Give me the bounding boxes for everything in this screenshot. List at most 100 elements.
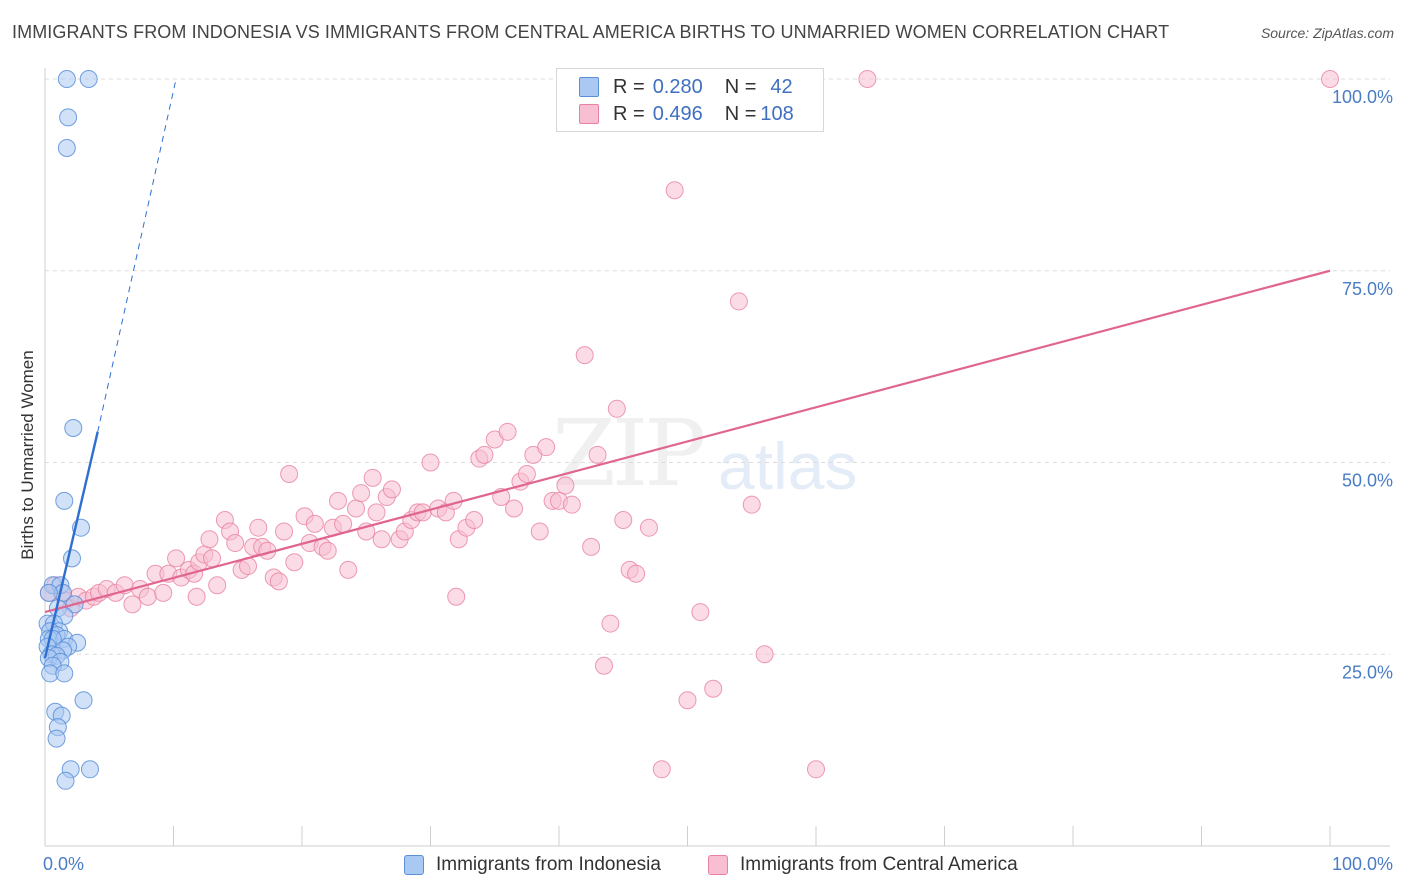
legend-n-label: N = [724,102,757,125]
central-america-point [652,760,671,779]
y-tick-label: 75.0% [1342,279,1393,299]
legend-row-indonesia: R = 0.280 N = 42 [579,74,793,100]
central-america-point [607,399,626,418]
central-america-point [562,495,581,514]
indonesia-point [59,108,78,127]
central-america-point [742,495,761,514]
central-america-point [226,534,245,553]
bottom-legend-label-indonesia: Immigrants from Indonesia [436,854,661,875]
central-america-point [367,503,386,522]
central-america-point [691,603,710,622]
central-america-point [167,549,186,568]
indonesia-trendline-extension [97,78,177,432]
central-america-point [339,560,358,579]
central-america-point [665,181,684,200]
legend-swatch-central-america [579,104,599,124]
x-tick-label: 100.0% [1332,854,1393,874]
central-america-point [269,572,288,591]
legend-r-value-central-america: 0.496 [652,102,703,125]
legend-r-value-indonesia: 0.280 [652,75,703,98]
central-america-point [203,549,222,568]
central-america-point [639,518,658,537]
indonesia-point [55,491,74,510]
central-america-point [517,465,536,484]
indonesia-point [80,760,99,779]
central-america-point [200,530,219,549]
central-america-point [318,541,337,560]
central-america-point [123,595,142,614]
central-america-point [755,645,774,664]
central-america-point [588,445,607,464]
central-america-point [363,468,382,487]
central-america-point [475,445,494,464]
indonesia-point [64,418,83,437]
watermark-zip: ZIP [552,400,706,507]
legend-r-label: R = [613,102,645,125]
central-america-point [575,346,594,365]
central-america-point [305,514,324,533]
central-america-point [285,553,304,572]
watermark-atlas: atlas [718,429,858,503]
indonesia-point [57,70,76,88]
legend-n-value-central-america: 108 [760,102,794,125]
central-america-point [594,656,613,675]
central-america-point [328,491,347,510]
central-america-point [704,679,723,698]
legend-swatch-indonesia [579,77,599,97]
central-america-point [537,438,556,457]
y-axis-title: Births to Unmarried Women [18,350,37,559]
central-america-point [465,511,484,530]
central-america-point [382,480,401,499]
bottom-legend-central-america: Immigrants from Central America [708,852,1018,878]
central-america-point [498,422,517,441]
chart-title: IMMIGRANTS FROM INDONESIA VS IMMIGRANTS … [12,22,1170,42]
bottom-legend-label-central-america: Immigrants from Central America [740,854,1018,875]
central-america-point [678,691,697,710]
central-america-trendline [44,269,1331,614]
central-america-point [280,465,299,484]
central-america-point [556,476,575,495]
central-america-point [447,587,466,606]
central-america-point [601,614,620,633]
central-america-point [1321,70,1339,88]
indonesia-point [79,70,98,88]
central-america-point [614,511,633,530]
central-america-point [530,522,549,541]
correlation-legend: R = 0.280 N = 42 R = 0.496 N = 108 [556,68,824,132]
legend-n-label: N = [724,75,757,98]
indonesia-trendline [43,431,99,659]
indonesia-point [56,771,75,790]
central-america-point [154,583,173,602]
central-america-point [275,522,294,541]
central-america-point [582,537,601,556]
legend-row-central-america: R = 0.496 N = 108 [579,101,794,127]
central-america-point [187,587,206,606]
central-america-point [729,292,748,311]
legend-n-value-indonesia: 42 [770,75,793,98]
central-america-point [421,453,440,472]
indonesia-point [39,583,58,602]
y-tick-label: 50.0% [1342,471,1393,491]
bottom-legend-swatch-indonesia [404,855,424,875]
central-america-point [372,530,391,549]
y-tick-label: 100.0% [1332,87,1393,107]
indonesia-point [55,664,74,683]
y-tick-label: 25.0% [1342,662,1393,682]
central-america-point [334,514,353,533]
indonesia-point [74,691,93,710]
central-america-point [505,499,524,518]
central-america-point [138,587,157,606]
legend-r-label: R = [613,75,645,98]
central-america-point [208,576,227,595]
central-america-point [627,564,646,583]
bottom-legend-indonesia: Immigrants from Indonesia [404,852,661,878]
central-america-point [807,760,825,779]
central-america-point [249,518,268,537]
x-tick-label: 0.0% [43,854,84,874]
indonesia-point [47,729,66,748]
central-america-point [858,70,877,88]
central-america-point [346,499,365,518]
central-america-point [352,484,371,503]
indonesia-point [57,139,76,158]
